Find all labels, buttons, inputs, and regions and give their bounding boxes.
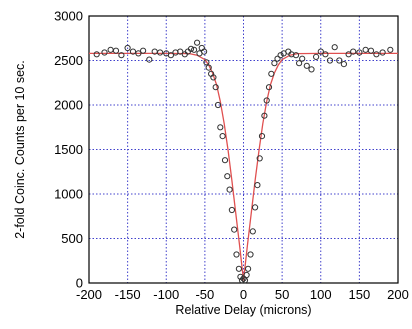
data-point xyxy=(235,265,242,272)
data-point xyxy=(256,155,263,162)
data-point xyxy=(308,66,315,73)
data-point xyxy=(387,46,394,53)
data-point xyxy=(331,44,338,51)
data-point xyxy=(203,59,210,66)
data-point xyxy=(201,48,208,55)
data-point xyxy=(345,51,352,58)
data-point xyxy=(112,47,120,54)
y-tick-label: 500 xyxy=(61,231,83,246)
data-point xyxy=(217,124,224,131)
data-point xyxy=(191,46,198,53)
data-point xyxy=(233,251,240,258)
data-point xyxy=(237,273,244,280)
data-point xyxy=(296,60,303,67)
data-point xyxy=(135,50,142,57)
data-point xyxy=(274,55,281,62)
data-point xyxy=(373,51,380,58)
data-point xyxy=(187,45,195,53)
data-point xyxy=(240,275,247,282)
data-point xyxy=(214,101,222,109)
data-point xyxy=(261,112,268,119)
data-point xyxy=(212,84,219,91)
data-point xyxy=(231,226,238,233)
x-tick-label: 200 xyxy=(387,287,409,302)
data-point xyxy=(271,60,278,67)
data-point xyxy=(268,70,275,77)
data-point xyxy=(238,277,246,284)
data-point xyxy=(245,265,252,272)
x-tick-label: 0 xyxy=(240,287,247,302)
data-point xyxy=(292,52,300,59)
data-point xyxy=(379,49,386,56)
y-axis-label: 2-fold Coinc. Counts per 10 sec. xyxy=(13,60,27,239)
data-point xyxy=(350,48,357,55)
x-tick-label: -150 xyxy=(115,287,141,302)
data-point xyxy=(221,157,229,164)
data-point xyxy=(258,133,266,140)
data-point xyxy=(101,49,108,56)
x-tick-label: -50 xyxy=(195,287,214,302)
data-point xyxy=(241,277,249,284)
data-point xyxy=(146,56,153,63)
y-tick-label: 2500 xyxy=(54,53,83,68)
x-tick-label: 150 xyxy=(349,287,371,302)
data-point xyxy=(254,182,261,189)
data-point xyxy=(210,74,217,81)
data-point xyxy=(252,204,259,211)
y-tick-label: 1000 xyxy=(54,187,83,202)
y-tick-label: 2000 xyxy=(54,98,83,113)
grid-lines xyxy=(89,16,398,283)
data-point xyxy=(299,55,306,62)
data-point xyxy=(336,57,343,64)
data-point xyxy=(205,64,212,71)
data-point xyxy=(107,46,114,53)
data-point xyxy=(367,47,375,54)
y-tick-labels: 0 500 1000 1500 2000 2500 3000 xyxy=(54,9,83,291)
data-point xyxy=(228,206,235,214)
data-point xyxy=(93,51,100,58)
x-tick-labels: -200 -150 -100 -50 0 50 100 150 200 xyxy=(76,287,409,302)
data-point xyxy=(118,52,125,59)
x-tick-label: 100 xyxy=(310,287,332,302)
data-point xyxy=(167,52,174,59)
data-point xyxy=(247,251,254,258)
y-tick-label: 1500 xyxy=(54,142,83,157)
data-point xyxy=(362,46,369,53)
data-point xyxy=(326,57,334,64)
data-point xyxy=(219,133,226,140)
data-point xyxy=(124,44,131,52)
x-tick-label: -100 xyxy=(153,287,179,302)
data-point xyxy=(249,228,256,235)
data-point xyxy=(243,271,250,279)
x-tick-label: 50 xyxy=(275,287,289,302)
fit-curve-group xyxy=(89,52,398,281)
data-point xyxy=(277,52,284,59)
x-axis-label: Relative Delay (microns) xyxy=(175,303,311,317)
data-point xyxy=(224,173,231,180)
data-point xyxy=(313,53,320,61)
data-point xyxy=(177,48,184,55)
data-point xyxy=(129,48,137,55)
y-tick-label: 0 xyxy=(76,276,83,291)
data-point xyxy=(356,49,363,56)
data-point xyxy=(226,186,233,193)
data-point xyxy=(194,39,201,46)
data-point xyxy=(140,47,147,54)
data-point xyxy=(265,84,273,91)
data-point xyxy=(303,62,310,69)
data-points-group xyxy=(93,39,394,284)
y-tick-label: 3000 xyxy=(54,9,83,24)
data-point xyxy=(322,51,329,58)
data-point xyxy=(157,49,164,56)
data-point xyxy=(317,48,324,55)
data-point xyxy=(263,97,270,104)
data-point xyxy=(340,61,347,68)
fit-curve xyxy=(89,52,398,281)
x-tick-label: -200 xyxy=(76,287,102,302)
